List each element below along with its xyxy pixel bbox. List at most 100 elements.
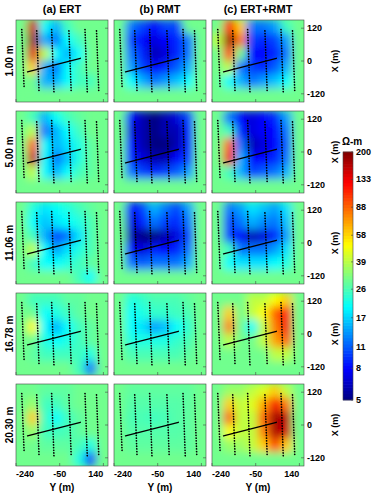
colorbar-tick xyxy=(351,207,353,208)
row-label: 1.00 m xyxy=(4,45,15,76)
cell xyxy=(269,88,281,102)
cell xyxy=(50,74,62,88)
cell xyxy=(73,452,85,466)
cell xyxy=(212,320,224,334)
cell xyxy=(258,256,270,270)
cell xyxy=(114,347,126,361)
cell xyxy=(160,452,172,466)
cell xyxy=(73,425,85,439)
cell xyxy=(281,215,293,229)
profile-line xyxy=(150,212,152,275)
cell xyxy=(125,74,137,88)
tick xyxy=(157,463,158,466)
colorbar-tick-label: 26 xyxy=(356,284,366,294)
cell xyxy=(171,124,183,138)
cell xyxy=(16,74,28,88)
cell xyxy=(269,179,281,193)
cell xyxy=(235,438,247,452)
cell xyxy=(73,397,85,411)
profile-line xyxy=(135,122,137,182)
cell xyxy=(39,47,51,61)
profile-line xyxy=(97,395,99,457)
profile-line xyxy=(293,395,295,457)
cell xyxy=(223,179,235,193)
cell xyxy=(171,215,183,229)
axis-label: X (m) xyxy=(330,414,340,437)
map-background xyxy=(212,384,304,466)
profile-line xyxy=(135,31,137,91)
cell xyxy=(258,361,270,375)
cell xyxy=(16,334,28,348)
tick xyxy=(105,93,108,94)
cell xyxy=(160,202,172,216)
cell xyxy=(62,165,74,179)
tick xyxy=(301,301,304,302)
cell xyxy=(235,47,247,61)
cell xyxy=(125,256,137,270)
tick xyxy=(203,243,206,244)
cell xyxy=(183,452,195,466)
cell xyxy=(148,256,160,270)
cell xyxy=(125,33,137,47)
cell xyxy=(183,124,195,138)
panel-frame xyxy=(212,384,304,466)
cell xyxy=(114,361,126,375)
cell xyxy=(183,20,195,34)
profile-line xyxy=(85,394,87,458)
cell xyxy=(62,215,74,229)
profile-line xyxy=(135,304,137,364)
cell xyxy=(85,270,97,284)
cell xyxy=(183,179,195,193)
cell xyxy=(194,138,206,152)
tick xyxy=(212,190,213,193)
cells xyxy=(114,384,206,466)
cell xyxy=(281,293,293,307)
cell xyxy=(258,202,270,216)
tick xyxy=(299,99,300,102)
cell xyxy=(148,88,160,102)
cell xyxy=(96,47,108,61)
tick xyxy=(203,392,206,393)
cell xyxy=(148,74,160,88)
cell xyxy=(160,179,172,193)
cell xyxy=(73,74,85,88)
cell xyxy=(50,165,62,179)
cell xyxy=(171,165,183,179)
cell xyxy=(292,229,304,243)
cell xyxy=(281,33,293,47)
cell xyxy=(258,165,270,179)
tick xyxy=(157,99,158,102)
cell xyxy=(62,270,74,284)
cell xyxy=(194,293,206,307)
cell xyxy=(235,179,247,193)
cell xyxy=(212,229,224,243)
axis-label: X (m) xyxy=(330,323,340,346)
profile-line xyxy=(22,303,24,360)
cell xyxy=(62,293,74,307)
tick xyxy=(299,281,300,284)
cell xyxy=(148,179,160,193)
cell xyxy=(160,124,172,138)
cell xyxy=(223,270,235,284)
profile-line xyxy=(97,304,99,366)
profile-line xyxy=(120,394,122,451)
cell xyxy=(16,138,28,152)
map-panel xyxy=(16,202,108,284)
cell xyxy=(148,270,160,284)
colorbar-tick-label: 8 xyxy=(356,363,361,373)
cell xyxy=(62,138,74,152)
cell xyxy=(73,88,85,102)
cell xyxy=(137,452,149,466)
cell xyxy=(269,74,281,88)
cell xyxy=(281,111,293,125)
cell xyxy=(96,138,108,152)
cell xyxy=(258,320,270,334)
tick-label: 0 xyxy=(307,238,312,248)
tick xyxy=(203,366,206,367)
cell xyxy=(27,202,39,216)
profile-line-solid xyxy=(28,422,81,436)
cell xyxy=(27,215,39,229)
cell xyxy=(235,256,247,270)
cell xyxy=(39,452,51,466)
tick-label: 120 xyxy=(307,296,322,306)
